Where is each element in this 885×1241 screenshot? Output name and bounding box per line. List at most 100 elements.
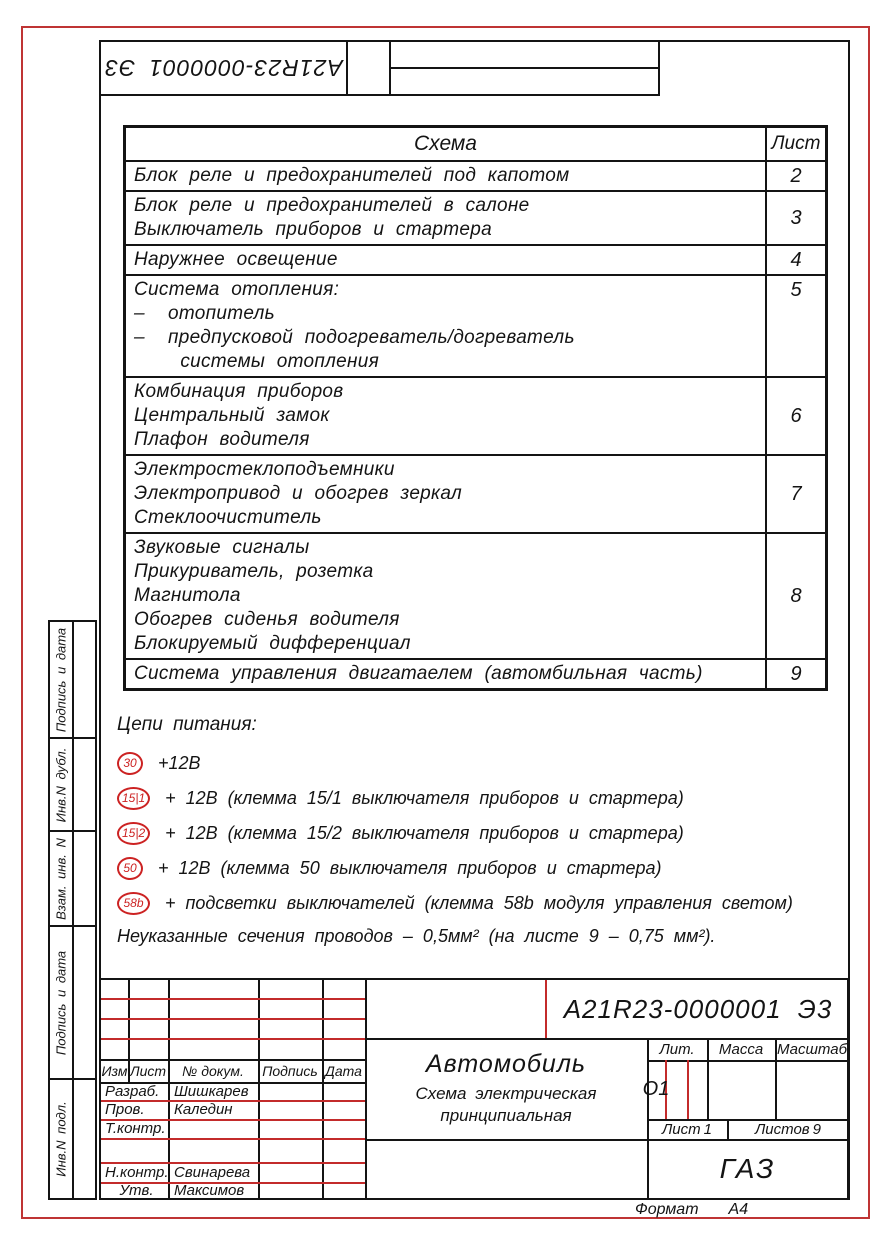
rotated-designation: А21R23-0000001 Э3 <box>104 55 343 82</box>
sheets-total-cell: Листов 9 <box>727 1119 849 1139</box>
schema-cell: Система отопления: – отопитель – предпуско… <box>126 276 765 376</box>
signature-role: Разраб. <box>105 1082 160 1100</box>
sidebar-label: Подпись и дата <box>53 627 69 732</box>
sidebar-cell: Подпись и дата <box>50 622 95 739</box>
signature-role: Т.контр. <box>105 1120 166 1137</box>
revision-row-line <box>101 1038 365 1040</box>
schema-line: Система отопления: <box>134 279 340 300</box>
product-cell: Автомобиль Схема электрическая принципиа… <box>365 1038 647 1139</box>
sidebar-label: Инв.N дубл. <box>53 747 69 822</box>
schema-cell: Звуковые сигналы Прикуриватель, розетка Ма… <box>126 534 765 658</box>
sidebar-cell: Инв.N дубл. <box>50 739 95 832</box>
title-block-line <box>647 1119 849 1121</box>
signature-name <box>174 1138 258 1162</box>
title-block-line <box>365 980 367 1198</box>
schema-line: Система управления двигатаелем (автомбил… <box>134 663 703 684</box>
top-strip-middle-line <box>389 67 660 69</box>
sheet-number: 7 <box>765 456 825 532</box>
circuit-text: +12В <box>158 752 201 773</box>
table-row: Звуковые сигналы Прикуриватель, розетка Ма… <box>126 532 825 658</box>
power-circuits-list: 30 +12В 15|1 + 12В (клемма 15/1 выключателя… <box>117 751 833 915</box>
circuit-badge: 15|1 <box>117 786 151 810</box>
sidebar-cell: Подпись и дата <box>50 927 95 1080</box>
schema-line: Комбинация приборов <box>134 381 344 402</box>
sidebar-label: Инв.N подл. <box>53 1101 69 1177</box>
schema-line: Звуковые сигналы <box>134 537 310 558</box>
sheet-table: Схема Лист Блок реле и предохранителей п… <box>123 125 828 691</box>
schema-line: Магнитола <box>134 585 241 606</box>
rev-header-list: Лист <box>129 1062 167 1079</box>
sheets-total-label: Листов <box>755 1120 810 1138</box>
circuit-badge: 58b <box>117 891 150 915</box>
sheet-number: 9 <box>765 660 825 688</box>
sidebar-label: Взам. инв. N <box>53 837 69 920</box>
schema-line: Центральный замок <box>134 405 330 426</box>
document-designation: А21R23-0000001 Э3 <box>563 993 833 1024</box>
massa-header: Масса <box>718 1040 764 1058</box>
title-block-line <box>647 1038 649 1198</box>
table-row: Наружнее освещение 4 <box>126 244 825 274</box>
title-block-line <box>101 1059 365 1061</box>
title-block-line <box>101 1082 365 1084</box>
title-block-line <box>647 1060 849 1062</box>
circuit-text: + 12В (клемма 50 выключателя приборов и … <box>158 857 662 878</box>
circuit-badge: 50 <box>117 856 143 880</box>
litera-red-divider <box>665 1060 667 1119</box>
format-label: Формат <box>635 1201 699 1218</box>
format-value: А4 <box>728 1201 749 1218</box>
sheet-number: 4 <box>765 246 825 274</box>
sheet-table-body: Блок реле и предохранителей под капотом 2… <box>126 160 825 688</box>
page-red-border <box>21 26 870 1219</box>
masshtab-header: Масштаб <box>776 1040 848 1058</box>
signature-name: Максимов <box>174 1181 245 1199</box>
schema-cell: Блок реле и предохранителей в салоне Выкл… <box>126 192 765 244</box>
schema-column-header: Схема <box>414 132 477 155</box>
table-row: Система управления двигатаелем (автомбил… <box>126 658 825 688</box>
schema-line: Наружнее освещение <box>134 249 338 270</box>
sidebar-label-column: Подпись и дата <box>50 622 74 737</box>
lit-header: Лит. <box>659 1040 695 1058</box>
signature-name: Шишкарев <box>174 1082 249 1100</box>
schema-line: – предпусковой подогреватель/догреватель <box>134 327 575 348</box>
schema-line: Электропривод и обогрев зеркал <box>134 483 462 504</box>
sidebar-label-column: Подпись и дата <box>50 927 74 1078</box>
sheet-number: 3 <box>765 192 825 244</box>
rev-header-izm: Изм <box>101 1062 128 1079</box>
title-block-line <box>322 980 324 1198</box>
signature-name: Свинарева <box>174 1163 251 1181</box>
litera-value: О1 <box>642 1078 670 1100</box>
sheet-column-header: Лист <box>765 128 825 160</box>
power-circuits-title: Цепи питания: <box>117 714 257 735</box>
sidebar-cell: Взам. инв. N <box>50 832 95 927</box>
signature-row-line <box>101 1119 365 1121</box>
title-block-line <box>258 980 260 1198</box>
title-block-line <box>775 1038 777 1119</box>
signature-role: Пров. <box>105 1101 145 1118</box>
sheet-label: Лист <box>662 1120 701 1138</box>
signature-row-line <box>101 1138 365 1140</box>
schema-line: Блок реле и предохранителей в салоне <box>134 195 530 216</box>
power-circuits-section: Цепи питания: 30 +12В 15|1 + 12В (клемма 15… <box>117 714 833 947</box>
schema-line: Электростеклоподъемники <box>134 459 395 480</box>
top-strip-divider <box>389 42 391 96</box>
schema-cell: Блок реле и предохранителей под капотом <box>126 162 765 190</box>
schema-line: системы отопления <box>134 351 380 372</box>
signature-role <box>105 1138 168 1162</box>
signature-row-line <box>101 1182 365 1184</box>
sidebar-label-column: Инв.N дубл. <box>50 739 74 830</box>
left-margin-column: Подпись и дата Инв.N дубл. Взам. инв. N … <box>48 620 97 1200</box>
top-strip-bottom-line <box>101 94 660 96</box>
schema-line: – отопитель <box>134 303 275 324</box>
schema-cell: Наружнее освещение <box>126 246 765 274</box>
schema-cell: Система управления двигатаелем (автомбил… <box>126 660 765 688</box>
schema-cell: Комбинация приборов Центральный замок Плаф… <box>126 378 765 454</box>
sheet-number: 8 <box>765 534 825 658</box>
schema-line: Блокируемый дифференциал <box>134 633 411 654</box>
format-footer: Формат А4 <box>635 1201 748 1219</box>
sidebar-label-column: Взам. инв. N <box>50 832 74 925</box>
power-circuit-item: 15|2 + 12В (клемма 15/2 выключателя прибо… <box>117 821 833 845</box>
circuit-text: + подсветки выключателей (клемма 58b мод… <box>165 892 793 913</box>
circuit-badge: 30 <box>117 751 143 775</box>
litera-red-divider <box>687 1060 689 1119</box>
